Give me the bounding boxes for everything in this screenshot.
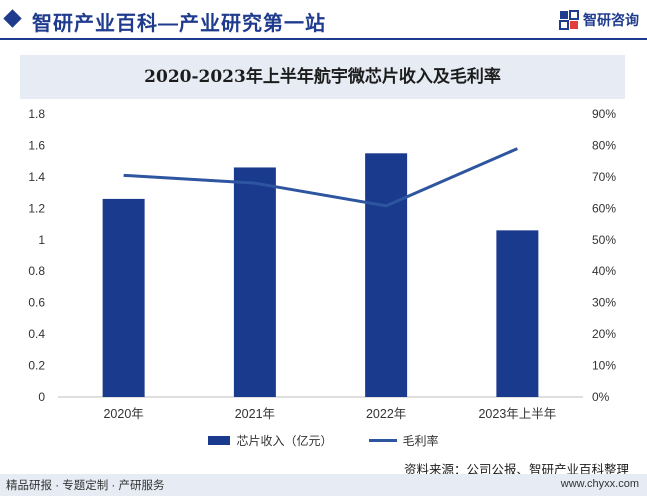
- y-left-tick-label: 0.6: [28, 296, 45, 310]
- y-right-tick-label: 30%: [592, 296, 616, 310]
- y-right-tick-label: 60%: [592, 201, 616, 215]
- y-right-tick-label: 0%: [592, 390, 610, 404]
- line-gross-margin: [123, 147, 518, 208]
- footer-website: www.chyxx.com: [560, 478, 639, 490]
- x-tick-label: 2022年: [366, 407, 406, 421]
- y-right-tick-label: 50%: [592, 233, 616, 247]
- y-right-tick-label: 20%: [592, 327, 616, 341]
- diamond-icon: [3, 9, 22, 28]
- bar-revenue: [365, 153, 408, 397]
- logo-text: 智研咨询: [583, 12, 639, 28]
- y-left-tick-label: 0.8: [28, 264, 45, 278]
- page-header: 智研产业百科—产业研究第一站 智研咨询: [0, 0, 647, 40]
- chart-title: 2020-2023年上半年航宇微芯片收入及毛利率: [144, 67, 501, 87]
- legend-item-margin: 毛利率: [368, 432, 439, 449]
- bar-revenue: [496, 230, 539, 397]
- legend-line-swatch: [368, 438, 397, 442]
- y-left-tick-label: 0.2: [28, 359, 45, 373]
- y-left-tick-label: 0.4: [28, 327, 45, 341]
- chart-title-band: 2020-2023年上半年航宇微芯片收入及毛利率: [20, 55, 625, 99]
- y-left-tick-label: 1.8: [28, 107, 45, 121]
- chart-legend: 芯片收入（亿元） 毛利率: [0, 431, 647, 449]
- y-right-tick-label: 40%: [592, 264, 616, 278]
- bar-revenue: [233, 167, 276, 397]
- header-rule: [0, 38, 647, 40]
- brand-title: 智研产业百科—产业研究第一站: [32, 13, 326, 35]
- y-left-tick-label: 1: [38, 233, 45, 247]
- footer-services: 精品研报 · 专题定制 · 产研服务: [6, 480, 165, 492]
- source-note: 资料来源：公司公报、智研产业百科整理: [403, 463, 629, 477]
- x-tick-label: 2023年上半年: [478, 407, 556, 421]
- y-left-tick-label: 0: [38, 390, 45, 404]
- y-right-tick-label: 80%: [592, 138, 616, 152]
- x-tick-label: 2020年: [103, 407, 143, 421]
- y-left-tick-label: 1.6: [28, 138, 45, 152]
- y-right-tick-label: 90%: [592, 107, 616, 121]
- bar-revenue: [102, 198, 145, 397]
- y-right-tick-label: 10%: [592, 359, 616, 373]
- x-tick-label: 2021年: [235, 407, 275, 421]
- legend-item-revenue: 芯片收入（亿元）: [208, 432, 333, 449]
- legend-label-revenue: 芯片收入（亿元）: [236, 433, 333, 448]
- y-left-tick-label: 1.2: [28, 201, 45, 215]
- logo-icon: [559, 10, 579, 30]
- y-right-tick-label: 70%: [592, 170, 616, 184]
- combo-chart: 0 0.2 0.4 0.6 0.8 1 1.2 1.4 1.6 1.8 0% 10% 20% 30% 40%…: [28, 107, 616, 421]
- page-footer: 精品研报 · 专题定制 · 产研服务 www.chyxx.com: [0, 474, 647, 496]
- logo: 智研咨询: [559, 10, 639, 30]
- y-left-tick-label: 1.4: [28, 170, 45, 184]
- legend-bar-swatch: [208, 435, 231, 445]
- legend-label-margin: 毛利率: [402, 433, 439, 448]
